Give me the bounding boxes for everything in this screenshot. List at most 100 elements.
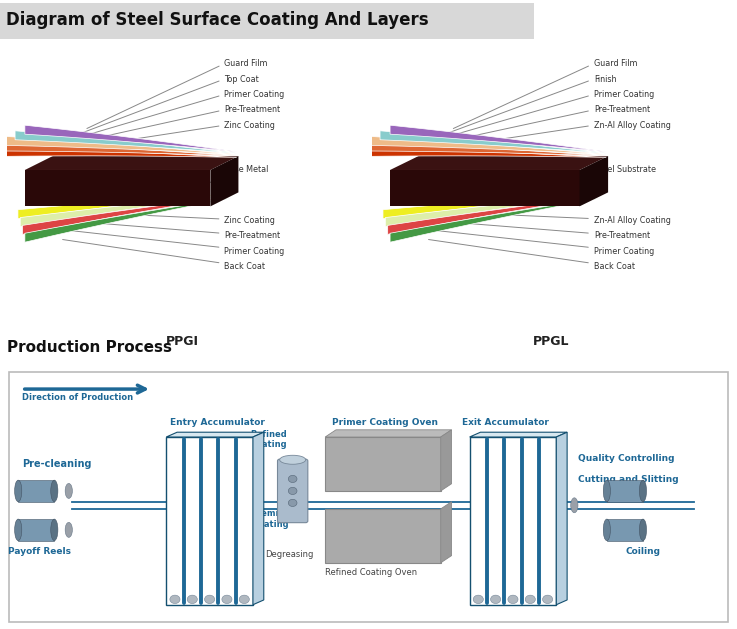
Polygon shape [385,195,601,226]
Circle shape [508,595,518,604]
Ellipse shape [570,498,578,513]
Ellipse shape [51,480,58,502]
Text: Primer Coating Oven: Primer Coating Oven [332,418,439,427]
Polygon shape [383,194,601,219]
Text: Cutting and Slitting: Cutting and Slitting [578,475,679,484]
Polygon shape [0,148,237,157]
Text: Steel Substrate: Steel Substrate [565,165,656,187]
Text: Primer Coating: Primer Coating [436,230,654,255]
Polygon shape [390,125,607,152]
Text: Top Coat: Top Coat [78,74,259,135]
Text: Direction of Production: Direction of Production [22,393,133,402]
FancyBboxPatch shape [325,509,441,563]
Text: Degreasing: Degreasing [265,550,313,559]
Polygon shape [25,198,231,242]
FancyBboxPatch shape [469,437,556,604]
Polygon shape [556,432,567,604]
Text: Zn-Al Alloy Coating: Zn-Al Alloy Coating [418,121,671,152]
Text: Finish: Finish [444,74,616,135]
Text: Diagram of Steel Surface Coating And Layers: Diagram of Steel Surface Coating And Lay… [6,11,428,29]
Text: PPGI: PPGI [166,335,199,348]
Circle shape [170,595,180,604]
Ellipse shape [640,480,646,502]
Circle shape [222,595,232,604]
FancyBboxPatch shape [167,437,253,604]
Text: Payoff Reels: Payoff Reels [8,547,71,556]
Circle shape [288,499,297,506]
Ellipse shape [279,455,306,464]
Polygon shape [25,125,237,152]
Polygon shape [390,156,608,170]
Ellipse shape [604,519,610,541]
Text: PPGL: PPGL [533,335,569,348]
Polygon shape [18,194,231,219]
Text: Primer Coating: Primer Coating [69,230,284,255]
Circle shape [205,595,214,604]
Polygon shape [23,197,231,235]
FancyBboxPatch shape [18,480,55,502]
Text: Zinc Coating: Zinc Coating [52,121,276,152]
Polygon shape [25,156,238,170]
Text: Primer Coating: Primer Coating [436,90,654,140]
FancyBboxPatch shape [18,519,55,541]
Polygon shape [370,136,607,155]
Polygon shape [390,198,601,242]
FancyBboxPatch shape [607,519,643,541]
Text: Pre-Treatment: Pre-Treatment [427,105,650,146]
Polygon shape [350,148,607,157]
Circle shape [525,595,535,604]
Polygon shape [325,430,452,437]
Circle shape [542,595,553,604]
Circle shape [288,476,297,482]
Polygon shape [441,502,452,563]
Text: Coiling: Coiling [626,547,660,556]
Text: Chemical
Coating: Chemical Coating [249,509,293,529]
Polygon shape [388,197,601,235]
Text: Pre-cleaning: Pre-cleaning [22,459,91,469]
Text: Quality Controlling: Quality Controlling [578,454,674,463]
Text: Refined Coating Oven: Refined Coating Oven [325,568,417,577]
Polygon shape [360,142,607,156]
Ellipse shape [65,522,72,537]
FancyBboxPatch shape [325,437,441,491]
Text: Pre-Treatment: Pre-Treatment [443,221,650,240]
Text: Back Coat: Back Coat [63,240,265,271]
Polygon shape [380,131,607,153]
Circle shape [473,595,483,604]
FancyBboxPatch shape [278,459,308,523]
Polygon shape [0,142,237,156]
Text: Entry Accumulator: Entry Accumulator [170,418,265,427]
Circle shape [491,595,500,604]
Text: Guard Film: Guard Film [87,59,268,128]
Ellipse shape [51,519,58,541]
Text: Pre-Treatment: Pre-Treatment [61,105,281,146]
FancyBboxPatch shape [0,3,534,39]
Ellipse shape [15,480,22,502]
Ellipse shape [604,480,610,502]
Ellipse shape [640,519,646,541]
Polygon shape [15,131,237,153]
Circle shape [288,487,297,494]
Text: Pre-Treatment: Pre-Treatment [77,221,281,240]
Polygon shape [5,136,237,155]
Polygon shape [253,432,264,604]
Polygon shape [167,432,264,437]
Text: Zn-Al Alloy Coating: Zn-Al Alloy Coating [450,213,671,225]
Circle shape [187,595,198,604]
Text: Exit Accumulator: Exit Accumulator [462,418,549,427]
FancyBboxPatch shape [9,372,728,621]
FancyBboxPatch shape [607,480,643,502]
Circle shape [240,595,249,604]
Polygon shape [20,195,231,226]
Text: Primer Coating: Primer Coating [69,90,284,140]
Text: Base Metal: Base Metal [195,165,269,187]
Polygon shape [469,432,567,437]
Ellipse shape [15,519,22,541]
Text: Zinc Coating: Zinc Coating [84,213,276,225]
Polygon shape [390,170,579,206]
Polygon shape [25,170,211,206]
Text: Production Process: Production Process [7,340,172,355]
Polygon shape [579,156,608,206]
Text: Refined
Coating: Refined Coating [251,430,287,449]
Polygon shape [211,156,238,206]
